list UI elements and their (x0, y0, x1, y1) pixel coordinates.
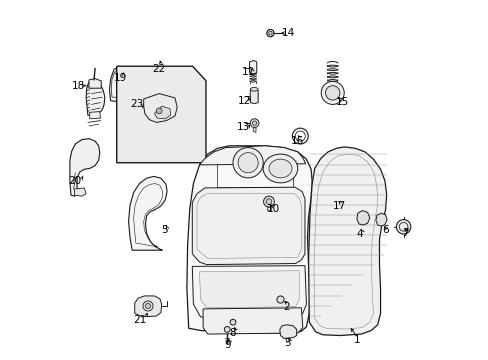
Polygon shape (203, 308, 302, 334)
Ellipse shape (265, 199, 271, 204)
Text: 20: 20 (69, 176, 81, 186)
Ellipse shape (145, 303, 150, 309)
Text: 10: 10 (266, 204, 279, 214)
Polygon shape (356, 211, 369, 225)
Text: 2: 2 (283, 302, 290, 312)
Text: 22: 22 (152, 64, 165, 74)
Ellipse shape (252, 121, 256, 125)
Ellipse shape (250, 119, 258, 127)
Polygon shape (199, 271, 299, 308)
Polygon shape (192, 266, 306, 319)
Polygon shape (253, 128, 256, 132)
Polygon shape (117, 66, 205, 163)
Text: 1: 1 (353, 335, 359, 345)
Polygon shape (199, 146, 305, 165)
Polygon shape (89, 78, 101, 88)
Polygon shape (128, 176, 167, 250)
Text: 8: 8 (229, 328, 236, 338)
Text: 12: 12 (237, 96, 251, 106)
Text: 9: 9 (224, 340, 230, 350)
Text: 7: 7 (402, 228, 408, 238)
Polygon shape (186, 146, 311, 333)
Polygon shape (86, 80, 104, 115)
Ellipse shape (224, 327, 230, 332)
Polygon shape (89, 112, 101, 119)
Text: 11: 11 (241, 67, 254, 77)
Polygon shape (134, 296, 162, 317)
Polygon shape (192, 187, 305, 265)
Polygon shape (375, 213, 386, 226)
Polygon shape (109, 68, 122, 102)
Text: 15: 15 (335, 96, 348, 107)
Polygon shape (75, 188, 86, 196)
Text: 23: 23 (130, 99, 143, 109)
Polygon shape (279, 325, 296, 338)
Polygon shape (249, 60, 256, 74)
Ellipse shape (268, 159, 291, 178)
Ellipse shape (230, 319, 235, 325)
Polygon shape (308, 147, 386, 336)
Text: 4: 4 (356, 229, 362, 239)
Text: 16: 16 (290, 136, 304, 146)
Polygon shape (250, 89, 258, 104)
Ellipse shape (263, 196, 274, 207)
Text: 14: 14 (281, 28, 294, 38)
Text: 5: 5 (161, 225, 167, 235)
Polygon shape (266, 207, 270, 210)
Ellipse shape (325, 86, 339, 100)
Text: 3: 3 (283, 338, 290, 348)
Text: 21: 21 (133, 315, 146, 325)
Text: 18: 18 (72, 81, 85, 91)
Polygon shape (154, 106, 170, 119)
Ellipse shape (263, 154, 297, 183)
Ellipse shape (321, 81, 344, 104)
Ellipse shape (238, 153, 258, 173)
Text: 6: 6 (382, 225, 388, 235)
Ellipse shape (396, 220, 410, 234)
Text: 17: 17 (333, 201, 346, 211)
Polygon shape (70, 139, 100, 196)
Ellipse shape (156, 108, 162, 114)
Ellipse shape (268, 31, 272, 35)
Text: 19: 19 (113, 73, 127, 84)
Ellipse shape (142, 301, 153, 311)
Ellipse shape (250, 87, 258, 91)
Text: 13: 13 (237, 122, 250, 132)
Ellipse shape (276, 296, 284, 303)
Ellipse shape (232, 148, 263, 178)
